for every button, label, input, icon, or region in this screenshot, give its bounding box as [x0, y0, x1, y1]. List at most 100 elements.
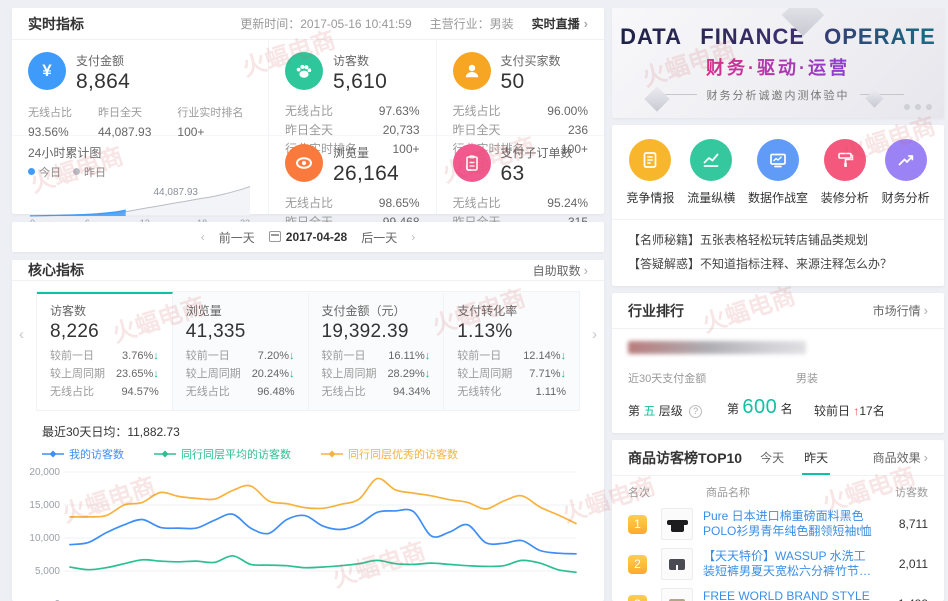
help-icon[interactable]: ? — [689, 404, 703, 418]
monitor-icon — [756, 139, 799, 181]
next-day-button[interactable]: 后一天 — [361, 230, 398, 245]
left-column: 实时指标 更新时间：2017-05-16 10:41:59 主营行业：男装 实时… — [12, 8, 604, 601]
rank-badge: 3 — [628, 594, 647, 601]
legend-dot-today — [28, 168, 35, 175]
core-indicators-card: 核心指标 自助取数 › ‹ › 访客数 8,226 较前一日 3.76%↓ 较上周同… — [12, 260, 604, 601]
trend-chart-area: 最近30天日均：11,882.73 我的访客数 同行同层平均的访客数 同行同层优… — [12, 411, 604, 601]
core-tabs-wrap: ‹ › 访客数 8,226 较前一日 3.76%↓ 较上周同期 23.65%↓ 无线… — [12, 281, 604, 411]
product-header: 商品访客榜TOP10 今天 昨天 商品效果 › — [612, 440, 944, 476]
quick-link-traffic[interactable]: 流量纵横 — [687, 139, 735, 206]
tabs-scroll-right-icon[interactable]: › — [592, 326, 597, 343]
carousel-dot[interactable] — [926, 104, 932, 110]
promo-banner[interactable]: DATA FINANCE OPERATE 财务·驱动·运营 财务分析诚邀内测体验… — [612, 8, 944, 118]
realtime-title: 实时指标 — [28, 15, 84, 32]
metric-visitors: 访客数 5,610 无线占比 97.63% 昨日全天 20,733 行业实时排名 10… — [269, 40, 437, 156]
updated-time: 更新时间：2017-05-16 10:41:59 — [240, 17, 412, 31]
realtime-meta: 更新时间：2017-05-16 10:41:59 主营行业：男装 实时直播 › — [240, 15, 588, 32]
quick-link-finance[interactable]: 财务分析 — [882, 139, 930, 206]
self-service-data-link[interactable]: 自助取数 › — [532, 262, 588, 278]
quick-link-competition[interactable]: 竞争情报 — [626, 139, 674, 206]
carousel-dots — [904, 104, 932, 110]
date-picker[interactable]: 2017-04-28 — [268, 230, 347, 244]
legend-peer-excellent[interactable]: 同行同层优秀的访客数 — [321, 446, 458, 462]
arrow-up-icon: ↑ — [853, 404, 860, 418]
calendar-icon — [268, 231, 281, 242]
banner-caption: 财务分析诚邀内测体验中 — [653, 87, 904, 103]
metric-buyers: 支付买家数 50 无线占比 96.00% 昨日全天 236 行业实时排名 100+ — [436, 40, 604, 156]
person-icon — [452, 52, 491, 90]
product-visitors: 2,011 — [898, 557, 928, 571]
arrow-down-icon: ↓ — [560, 350, 567, 362]
legend-peer-average[interactable]: 同行同层平均的访客数 — [154, 446, 291, 462]
quick-link-decoration[interactable]: 装修分析 — [821, 139, 869, 206]
svg-text:10,000: 10,000 — [29, 533, 60, 544]
market-link[interactable]: 市场行情 › — [872, 303, 928, 318]
right-column: DATA FINANCE OPERATE 财务·驱动·运营 财务分析诚邀内测体验… — [612, 8, 944, 601]
tabs-scroll-left-icon[interactable]: ‹ — [19, 326, 24, 343]
tab-visitors[interactable]: 访客数 8,226 较前一日 3.76%↓ 较上周同期 23.65%↓ 无线占比 94… — [37, 292, 173, 410]
news-item[interactable]: 【答疑解惑】不知道指标注释、来源注释怎么办？ — [628, 257, 893, 271]
core-header: 核心指标 自助取数 › — [12, 260, 604, 281]
svg-text:20,000: 20,000 — [29, 467, 60, 478]
tab-conversion-rate[interactable]: 支付转化率 1.13% 较前一日 12.14%↓ 较上周同期 7.71%↓ 无线转化… — [444, 292, 579, 410]
arrow-down-icon: ↓ — [289, 350, 295, 362]
metric-value: 8,864 — [76, 70, 131, 93]
rank-value: 第 600 名 — [727, 396, 793, 418]
quick-links-card: 竞争情报 流量纵横 数据作战室 — [612, 125, 944, 286]
product-name-link[interactable]: Pure 日本进口棉重磅面料黑色POLO衫男青年纯色翻领短袖t恤 — [703, 509, 872, 538]
industry-rank-card: 行业排行 市场行情 › 近30天支付金额 男装 第 五 层级 ? — [612, 293, 944, 433]
chevron-left-icon[interactable]: ‹ — [200, 230, 205, 244]
legend-my-visitors[interactable]: 我的访客数 — [42, 446, 124, 462]
arrow-down-icon: ↓ — [424, 368, 431, 380]
product-effect-link[interactable]: 商品效果 › — [872, 450, 928, 465]
product-thumbnail[interactable] — [661, 588, 693, 601]
visitors-trend-chart: 05,00010,00015,00020,00003-3104-0204-040… — [29, 467, 577, 601]
chevron-right-icon[interactable]: › — [411, 230, 416, 244]
document-icon — [629, 139, 672, 181]
hour-chart-legend: 今日 昨日 — [28, 164, 252, 180]
hour-chart-cell: 24小时累计图 今日 昨日 44,087.9306121823 — [12, 136, 269, 228]
pay-30d-label: 近30天支付金额 — [628, 373, 707, 385]
product-title: 商品访客榜TOP10 — [628, 449, 743, 466]
realtime-grid: ¥ 支付金额 8,864 无线占比 93.56% 昨日全天 44,087.93 行业… — [12, 40, 604, 229]
product-thumbnail[interactable] — [661, 548, 693, 580]
date-nav-card: ‹ 前一天 2017-04-28 后一天 › — [12, 222, 604, 252]
tab-pageviews[interactable]: 浏览量 41,335 较前一日 7.20%↓ 较上周同期 20.24%↓ 无线占比 9… — [172, 292, 309, 410]
tab-yesterday[interactable]: 昨天 — [802, 440, 831, 475]
product-thumbnail[interactable] — [661, 508, 693, 540]
legend-dot-yesterday — [73, 168, 80, 175]
tab-today[interactable]: 今天 — [760, 451, 785, 465]
industry-header: 行业排行 市场行情 › — [612, 293, 944, 329]
product-name-link[interactable]: FREE WORLD BRAND STYLE全棉休闲浅卡其工装短裤男夏天宽松 — [703, 589, 870, 601]
tab-pay-amount[interactable]: 支付金额（元） 19,392.39 较前一日 16.11%↓ 较上周同期 28.29… — [308, 292, 445, 410]
product-row: 3 FREE WORLD BRAND STYLE全棉休闲浅卡其工装短裤男夏天宽松… — [612, 584, 944, 601]
quick-link-war-room[interactable]: 数据作战室 — [748, 139, 808, 206]
avg-30d-label: 最近30天日均：11,882.73 — [42, 425, 180, 439]
svg-text:5,000: 5,000 — [35, 566, 60, 577]
metric-title: 支付金额 — [76, 54, 125, 68]
shop-name-blurred — [628, 341, 806, 354]
trend-legend: 我的访客数 同行同层平均的访客数 同行同层优秀的访客数 — [28, 446, 588, 462]
core-title: 核心指标 — [28, 262, 84, 278]
category-label: 男装 — [796, 373, 818, 385]
clipboard-icon — [452, 144, 491, 182]
carousel-dot[interactable] — [915, 104, 921, 110]
realtime-header: 实时指标 更新时间：2017-05-16 10:41:59 主营行业：男装 实时… — [12, 8, 604, 40]
main-industry: 主营行业：男装 — [429, 17, 514, 31]
svg-text:44,087.93: 44,087.93 — [154, 187, 199, 198]
product-name-link[interactable]: 【天天特价】WASSUP 水洗工装短裤男夏天宽松六分裤竹节军事 — [703, 549, 872, 578]
rank-badge: 2 — [628, 554, 647, 574]
realtime-card: 实时指标 更新时间：2017-05-16 10:41:59 主营行业：男装 实时… — [12, 8, 604, 229]
banner-subheadline: 财务·驱动·运营 — [706, 54, 850, 80]
arrow-down-icon: ↓ — [289, 368, 295, 380]
product-visitors: 8,711 — [898, 517, 928, 531]
news-item[interactable]: 【名师秘籍】五张表格轻松玩转店铺品类规划 — [628, 233, 869, 247]
live-link[interactable]: 实时直播 › — [531, 16, 588, 31]
rank-delta: 较前日 ↑17名 — [814, 404, 885, 418]
arrow-down-icon: ↓ — [424, 350, 431, 362]
svg-text:15,000: 15,000 — [29, 500, 60, 511]
carousel-dot[interactable] — [904, 104, 910, 110]
prev-day-button[interactable]: 前一天 — [218, 230, 255, 245]
